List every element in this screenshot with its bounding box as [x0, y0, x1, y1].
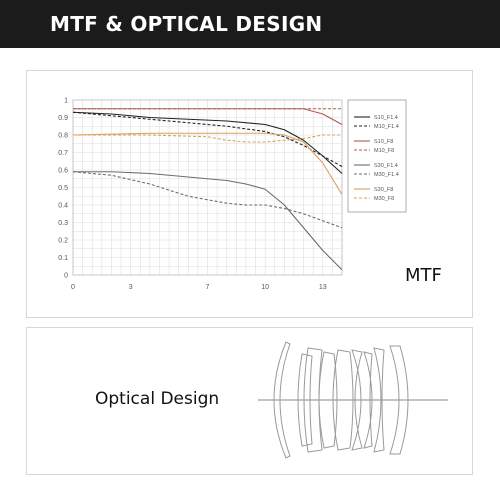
series-line-s30-f8: [72, 132, 343, 195]
legend-label: M30_F1.4: [374, 172, 399, 178]
y-tick-label: 0.4: [58, 203, 68, 210]
y-tick-label: 0.9: [58, 115, 68, 122]
y-tick-label: 0.1: [58, 255, 68, 262]
x-tick-label: 13: [319, 284, 327, 291]
y-tick-label: 0.2: [58, 238, 68, 245]
series-line-m30-f8: [73, 134, 342, 143]
y-tick-label: 0: [64, 273, 68, 280]
y-tick-label: 0.7: [58, 150, 68, 157]
y-tick-label: 0.3: [58, 220, 68, 227]
legend-label: S10_F1.4: [374, 115, 398, 121]
legend-label: M10_F8: [374, 148, 394, 154]
y-tick-label: 0.8: [58, 133, 68, 140]
x-tick-label: 7: [206, 284, 210, 291]
legend-box: [347, 99, 407, 213]
optical-design-label: Optical Design: [95, 389, 220, 409]
x-tick-label: 3: [129, 284, 133, 291]
legend-label: S30_F8: [374, 187, 393, 193]
series-line-s30-f1-4: [73, 171, 343, 271]
series-line-m10-f1-4: [72, 111, 343, 167]
y-tick-label: 0.6: [58, 168, 68, 175]
x-tick-label: 10: [261, 284, 269, 291]
x-tick-label: 0: [71, 284, 75, 291]
legend-label: M10_F1.4: [374, 124, 399, 130]
y-tick-label: 1: [64, 98, 68, 105]
plot-frame: [72, 99, 343, 276]
lens-diagram-icon: [258, 341, 448, 459]
legend-label: M30_F8: [374, 196, 394, 202]
series-line-s10-f1-4: [72, 111, 343, 174]
y-tick-label: 0.5: [58, 185, 68, 192]
legend-label: S30_F1.4: [374, 163, 398, 169]
mtf-label: MTF: [405, 265, 442, 286]
page-title: MTF & OPTICAL DESIGN: [50, 12, 323, 36]
legend-label: S10_F8: [374, 139, 393, 145]
header-bar: MTF & OPTICAL DESIGN: [0, 0, 500, 48]
series-line-m30-f1-4: [72, 171, 343, 229]
